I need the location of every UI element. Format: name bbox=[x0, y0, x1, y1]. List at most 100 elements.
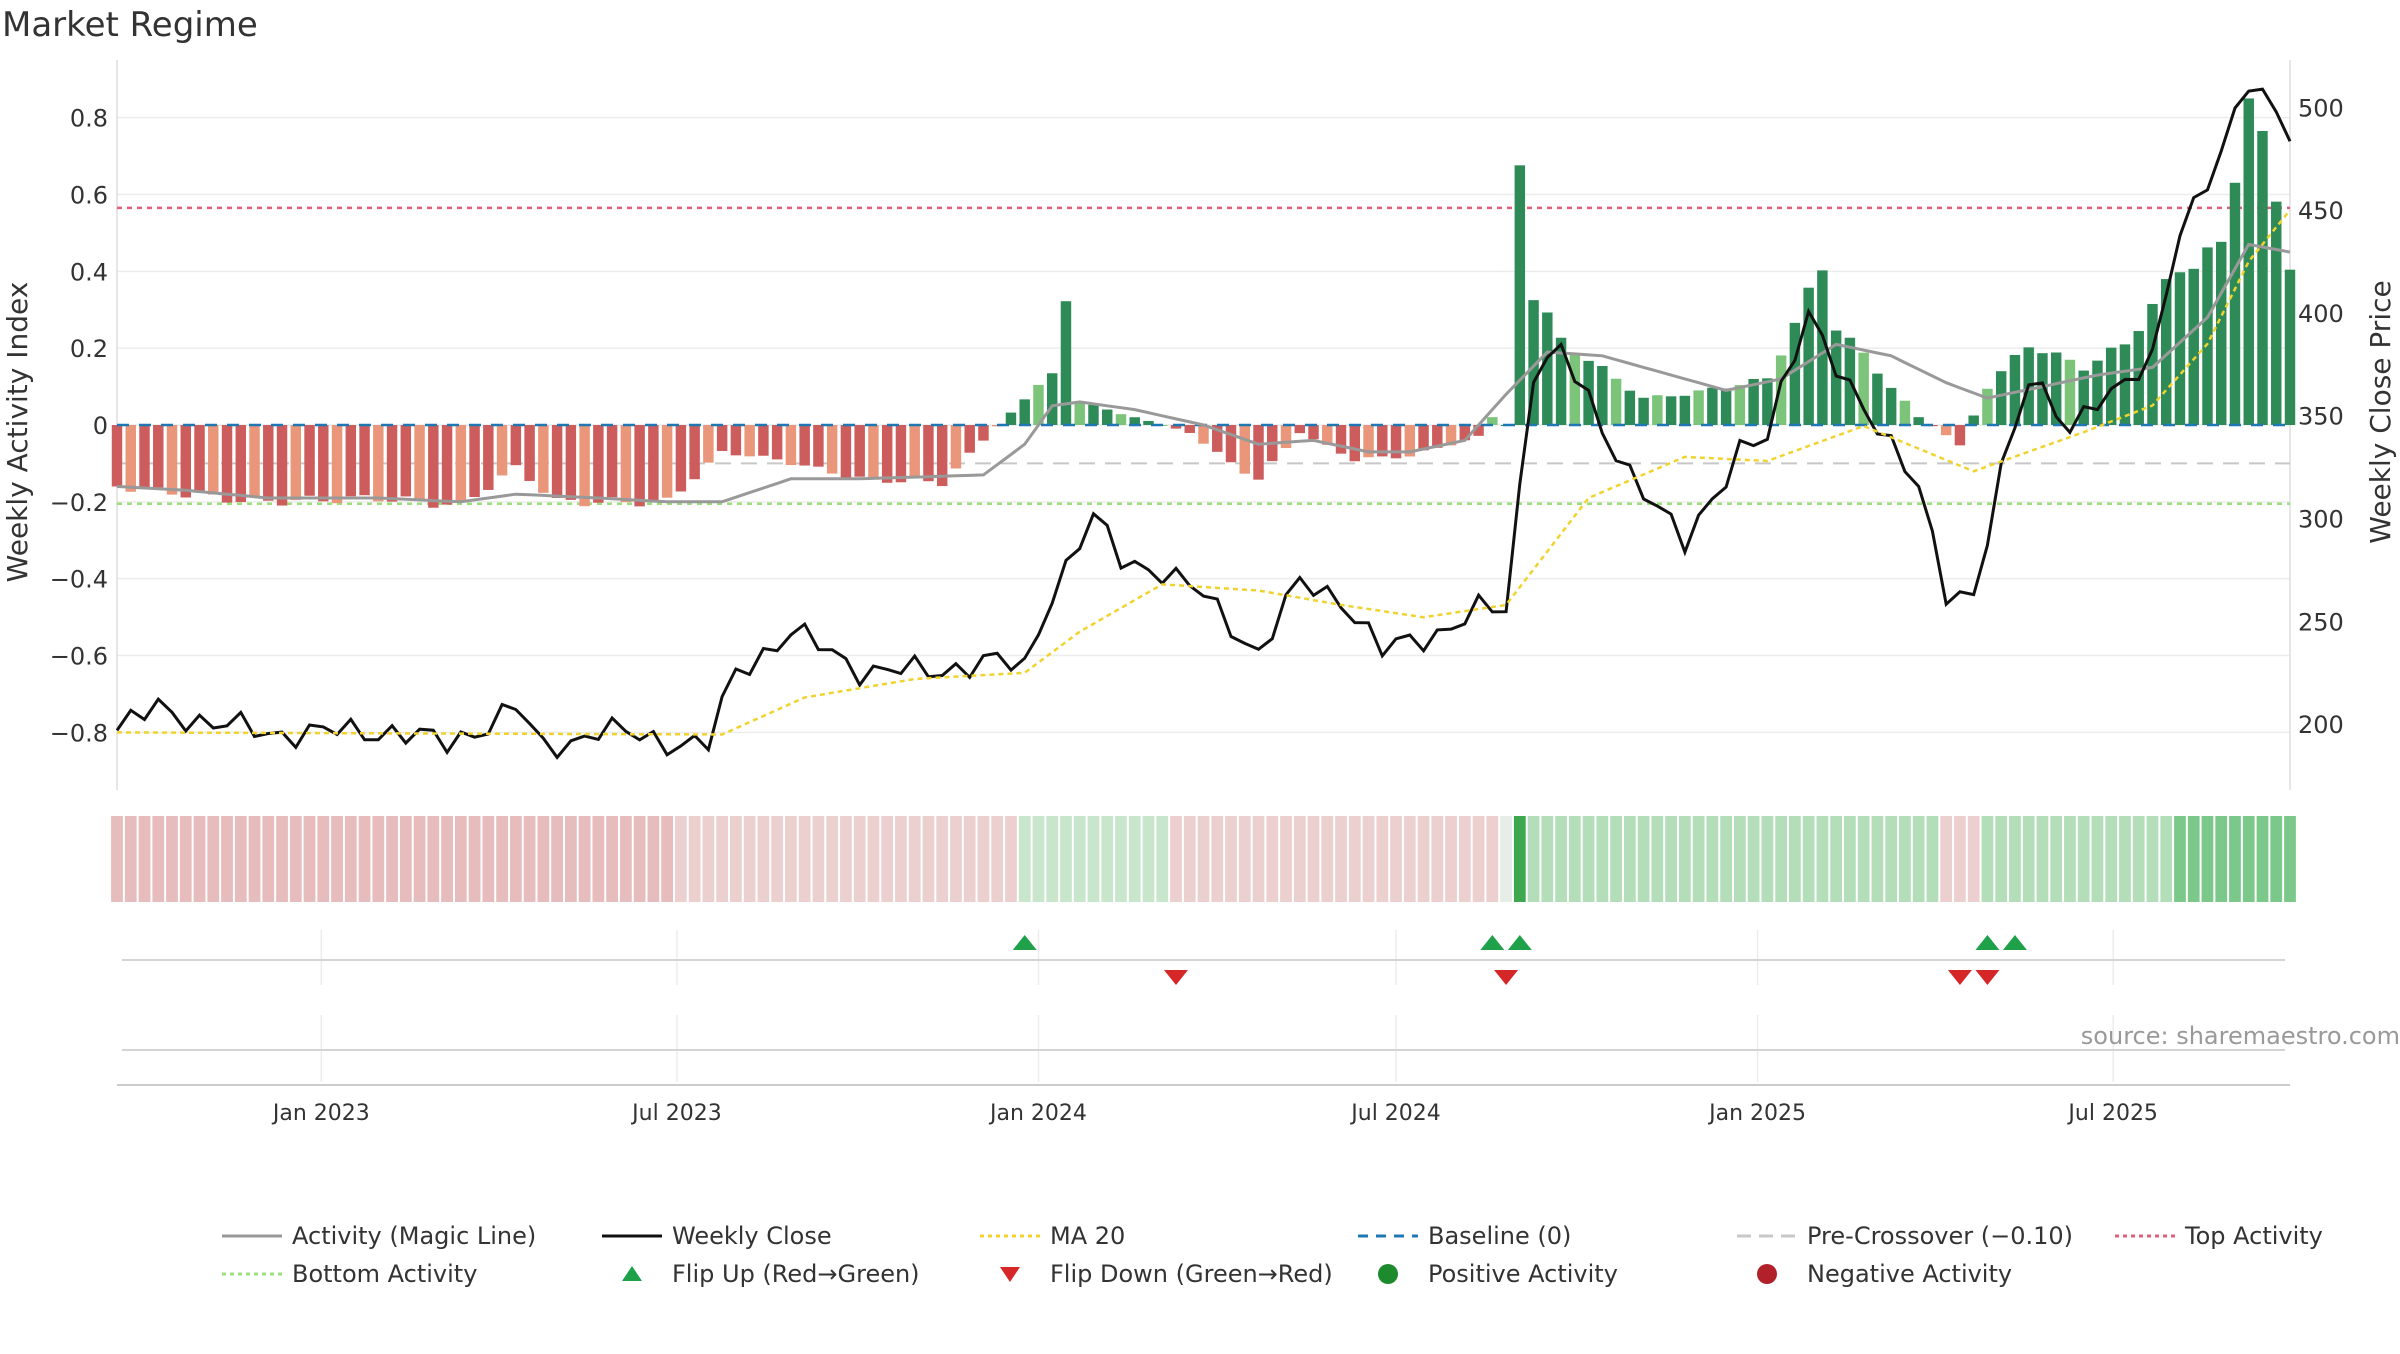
legend-label: Flip Down (Green→Red) bbox=[1050, 1260, 1333, 1288]
activity-bar bbox=[1762, 378, 1773, 425]
legend-swatch bbox=[1737, 1234, 1797, 1238]
activity-bar bbox=[1652, 395, 1663, 425]
regime-strip-cell bbox=[1115, 816, 1127, 902]
activity-bar bbox=[1693, 390, 1704, 425]
activity-bar bbox=[1954, 425, 1966, 446]
activity-bar bbox=[1349, 425, 1361, 462]
activity-bar bbox=[1638, 397, 1649, 425]
activity-bar bbox=[510, 425, 522, 466]
regime-strip-cell bbox=[1005, 816, 1017, 902]
regime-strip-cell bbox=[798, 816, 811, 902]
activity-bar bbox=[1143, 420, 1154, 425]
legend-swatch bbox=[222, 1234, 282, 1238]
regime-strip-cell bbox=[523, 816, 536, 902]
activity-bar bbox=[1280, 425, 1292, 449]
regime-strip-cell bbox=[1720, 816, 1732, 902]
activity-bar bbox=[1982, 388, 1993, 425]
legend-marker bbox=[1757, 1264, 1777, 1284]
activity-bar bbox=[1734, 385, 1746, 425]
regime-strip-cell bbox=[564, 816, 577, 902]
y-left-tick-label: 0.8 bbox=[70, 105, 108, 133]
regime-strip-cell bbox=[1335, 816, 1347, 902]
legend: Activity (Magic Line) Weekly Close MA 20 Ba… bbox=[220, 1218, 2380, 1298]
regime-strip-cell bbox=[2160, 816, 2173, 902]
y-left-tick-label: 0.4 bbox=[70, 258, 108, 286]
regime-strip-cell bbox=[853, 816, 866, 902]
activity-bar bbox=[1624, 390, 1636, 425]
activity-bar bbox=[180, 425, 191, 498]
regime-strip-cell bbox=[427, 816, 440, 902]
legend-item: Flip Down (Green→Red) bbox=[978, 1256, 1333, 1292]
activity-bar bbox=[1748, 378, 1759, 425]
activity-bar bbox=[1720, 388, 1732, 425]
regime-strip-cell bbox=[1183, 816, 1196, 902]
activity-bar bbox=[703, 425, 714, 463]
regime-strip-cell bbox=[2215, 816, 2228, 902]
flip-up-marker bbox=[2002, 935, 2027, 950]
regime-strip-cell bbox=[1458, 816, 1471, 902]
regime-strip-cell bbox=[1348, 816, 1361, 902]
y-left-tick-label: 0.2 bbox=[70, 335, 108, 363]
flip-down-marker bbox=[1947, 970, 1972, 985]
activity-bar bbox=[538, 425, 549, 493]
activity-bar bbox=[2064, 359, 2076, 425]
activity-bar bbox=[1899, 400, 1911, 425]
activity-bar bbox=[2174, 272, 2186, 425]
regime-strip-cell bbox=[2201, 816, 2214, 902]
regime-strip-cell bbox=[248, 816, 261, 902]
regime-strip-cell bbox=[1197, 816, 1210, 902]
activity-bar bbox=[620, 425, 632, 503]
regime-strip-cell bbox=[1486, 816, 1499, 902]
activity-bar bbox=[469, 425, 480, 498]
activity-bar bbox=[1872, 373, 1883, 425]
regime-strip-cell bbox=[2009, 816, 2021, 902]
activity-bar bbox=[428, 425, 439, 508]
regime-strip-cell bbox=[1596, 816, 1609, 902]
activity-bar bbox=[881, 425, 893, 483]
regime-strip-cell bbox=[1431, 816, 1444, 902]
regime-strip-cell bbox=[1706, 816, 1719, 902]
activity-bar bbox=[373, 425, 384, 502]
activity-bar bbox=[2147, 303, 2158, 425]
y-right-tick-label: 200 bbox=[2298, 711, 2344, 739]
regime-strip-cell bbox=[1211, 816, 1224, 902]
regime-strip-cell bbox=[633, 816, 646, 902]
activity-bar bbox=[2271, 201, 2282, 425]
regime-strip-cell bbox=[578, 816, 591, 902]
activity-bar bbox=[2092, 360, 2103, 425]
legend-swatch bbox=[980, 1234, 1040, 1238]
regime-strip-cell bbox=[1513, 816, 1526, 902]
regime-strip-cell bbox=[1390, 816, 1402, 902]
activity-bar bbox=[2050, 352, 2062, 425]
activity-bar bbox=[1445, 425, 1457, 446]
activity-bar bbox=[414, 425, 425, 501]
regime-strip-cell bbox=[991, 816, 1004, 902]
activity-bar bbox=[263, 425, 274, 501]
regime-strip-cell bbox=[592, 816, 605, 902]
regime-strip-cell bbox=[454, 816, 467, 902]
regime-strip-cell bbox=[1967, 816, 1980, 902]
activity-bar bbox=[1060, 301, 1072, 425]
activity-bar bbox=[2078, 370, 2089, 425]
activity-bar bbox=[689, 425, 700, 480]
regime-strip-cell bbox=[1046, 816, 1059, 902]
legend-item: Weekly Close bbox=[600, 1218, 832, 1254]
regime-strip-cell bbox=[922, 816, 935, 902]
regime-strip-cell bbox=[1816, 816, 1829, 902]
legend-item: Bottom Activity bbox=[220, 1256, 477, 1292]
regime-strip-cell bbox=[441, 816, 453, 902]
regime-strip-cell bbox=[551, 816, 563, 902]
activity-bar bbox=[1597, 366, 1608, 425]
activity-bar bbox=[978, 425, 989, 441]
activity-bar bbox=[235, 425, 247, 503]
regime-strip-cell bbox=[1610, 816, 1622, 902]
activity-bar bbox=[483, 425, 494, 490]
regime-strip-cell bbox=[1775, 816, 1788, 902]
ma20-line bbox=[116, 209, 2291, 736]
activity-bar bbox=[813, 425, 824, 467]
activity-bar bbox=[2229, 182, 2241, 425]
legend-swatch bbox=[602, 1234, 662, 1238]
regime-strip-cell bbox=[1225, 816, 1237, 902]
regime-strip-cell bbox=[1321, 816, 1334, 902]
legend-swatch bbox=[622, 1266, 642, 1281]
